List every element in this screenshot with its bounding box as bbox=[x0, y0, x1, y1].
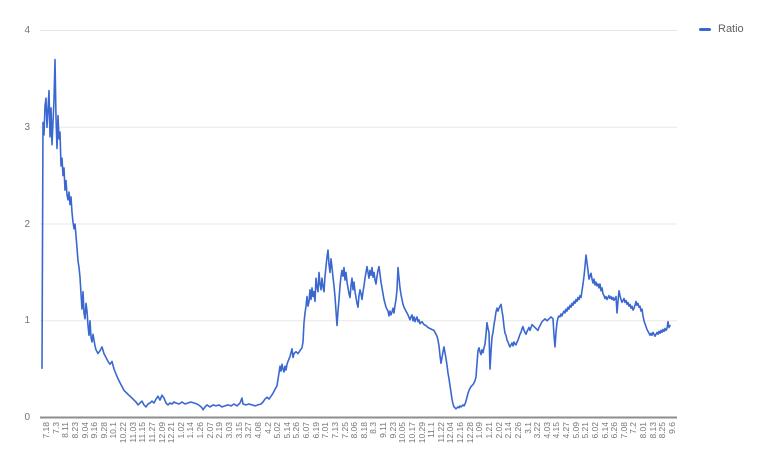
y-tick-label: 4 bbox=[24, 25, 30, 36]
x-tick-label: 8.3 bbox=[368, 422, 379, 434]
x-tick-label: 7.2 bbox=[628, 422, 639, 434]
x-tick-label: 12.04 bbox=[445, 422, 456, 444]
y-tick-label: 0 bbox=[24, 412, 30, 423]
y-tick-label: 2 bbox=[24, 218, 30, 230]
ratio-series-line[interactable] bbox=[41, 58, 671, 411]
x-tick-label: 8.23 bbox=[69, 422, 80, 439]
x-tick-label: 4.08 bbox=[252, 422, 263, 439]
x-tick-label: 10.17 bbox=[406, 422, 417, 444]
legend-item-ratio[interactable]: Ratio bbox=[699, 23, 744, 35]
x-tick-label: 11.15 bbox=[137, 422, 148, 443]
x-tick-label: 4.27 bbox=[561, 422, 572, 439]
x-tick-label: 4.2 bbox=[262, 422, 273, 434]
x-tick-label: 1.14 bbox=[185, 422, 196, 439]
x-tick-label: 11.1 bbox=[426, 422, 437, 438]
x-tick-label: 7.18 bbox=[41, 422, 51, 439]
x-tick-label: 6.26 bbox=[609, 422, 620, 439]
x-tick-label: 6.07 bbox=[301, 422, 312, 439]
y-tick-label: 3 bbox=[24, 121, 30, 133]
x-tick-label: 10.05 bbox=[397, 422, 408, 444]
x-tick-label: 2.14 bbox=[503, 422, 514, 439]
x-tick-label: 9.11 bbox=[378, 422, 389, 438]
x-tick-label: 3.27 bbox=[243, 422, 254, 439]
x-tick-label: 8.06 bbox=[349, 422, 360, 439]
x-tick-label: 9.16 bbox=[89, 422, 100, 439]
x-tick-label: 12.21 bbox=[166, 422, 177, 444]
x-tick-label: 5.02 bbox=[272, 422, 283, 439]
x-tick-label: 12.16 bbox=[455, 422, 466, 444]
x-tick-label: 9.6 bbox=[667, 422, 677, 434]
x-tick-label: 3.22 bbox=[532, 422, 543, 439]
x-tick-label: 7.01 bbox=[320, 422, 331, 439]
x-tick-label: 5.26 bbox=[291, 422, 302, 439]
x-tick-label: 6.02 bbox=[589, 422, 600, 439]
x-tick-label: 7.13 bbox=[329, 422, 340, 439]
x-tick-label: 2.19 bbox=[214, 422, 225, 439]
x-tick-label: 4.15 bbox=[551, 422, 562, 439]
x-tick-label: 1.09 bbox=[474, 422, 485, 439]
x-tick-label: 5.21 bbox=[580, 422, 591, 439]
x-tick-label: 10.22 bbox=[118, 422, 129, 444]
legend-label: Ratio bbox=[718, 23, 744, 35]
x-tick-label: 11.27 bbox=[146, 422, 157, 443]
x-tick-label: 1.21 bbox=[484, 422, 494, 439]
x-tick-label: 3.03 bbox=[223, 422, 234, 439]
legend-swatch-icon bbox=[699, 27, 711, 31]
x-tick-label: 1.26 bbox=[195, 422, 206, 439]
x-tick-label: 8.01 bbox=[638, 422, 649, 439]
x-tick-label: 8.25 bbox=[657, 422, 668, 439]
y-tick-label: 1 bbox=[24, 315, 30, 327]
x-tick-label: 2.26 bbox=[512, 422, 523, 439]
x-tick-label: 8.11 bbox=[60, 422, 71, 438]
x-tick-label: 10.1 bbox=[108, 422, 119, 439]
